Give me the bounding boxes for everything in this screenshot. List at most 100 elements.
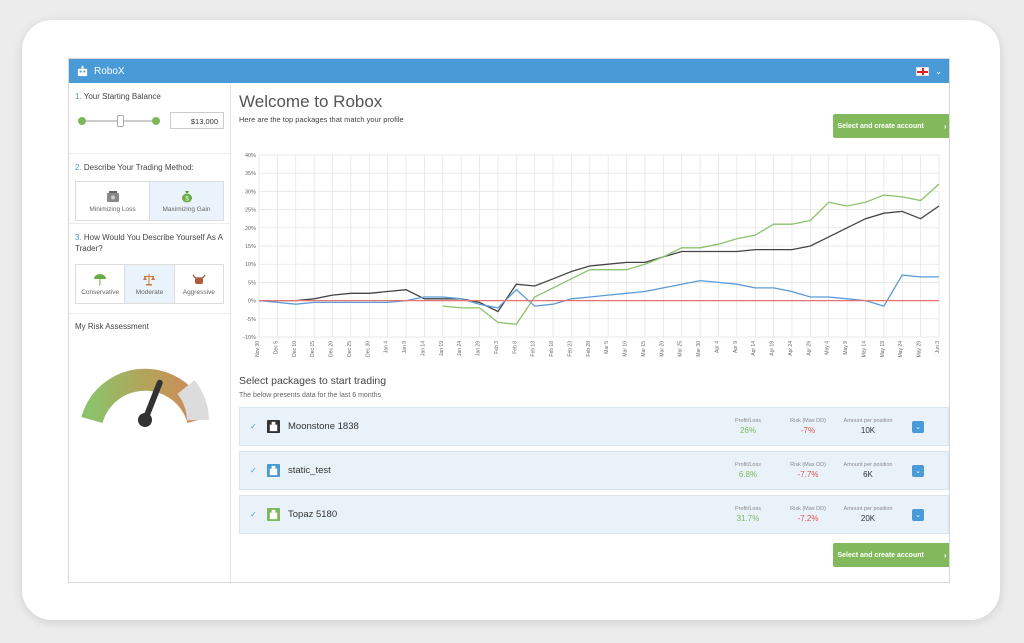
x-tick-label: Feb 13 [531, 341, 537, 357]
risk-assessment-title: My Risk Assessment [75, 322, 149, 331]
select-create-account-button-top[interactable]: Select and create account › [833, 114, 949, 138]
x-tick-label: Dec 15 [310, 341, 316, 357]
trading-method-section: 2. Describe Your Trading Method: Minimiz… [69, 154, 230, 224]
option-moderate[interactable]: Moderate [125, 265, 175, 303]
sidebar: 1. Your Starting Balance $13,000 2. Desc… [69, 83, 231, 582]
checkbox-icon[interactable]: ✓ [250, 510, 257, 519]
x-tick-label: Dec 25 [347, 341, 353, 357]
x-tick-label: Feb 23 [567, 341, 573, 357]
chevron-right-icon: › [943, 121, 947, 131]
x-tick-label: Dec 30 [365, 341, 371, 357]
risk-assessment-section: My Risk Assessment [69, 314, 230, 445]
risk-max-dd: Risk (Max DD) -7.2% [790, 506, 826, 523]
bull-icon [192, 274, 206, 284]
slider-min-dot [78, 116, 86, 125]
x-tick-label: Dec 10 [292, 341, 298, 357]
profit-loss: Profit/Loss 31.7% [735, 506, 761, 523]
top-bar: RoboX ⌄ [69, 59, 949, 83]
amount-per-position: Amount per position 10K [843, 418, 893, 435]
y-tick-label: 20% [245, 226, 256, 232]
gauge-needle [138, 379, 163, 427]
balance-slider[interactable] [78, 114, 160, 127]
chevron-down-icon[interactable]: ⌄ [912, 420, 924, 433]
option-minimizing-loss[interactable]: Minimizing Loss [76, 182, 150, 220]
x-tick-label: May 9 [843, 341, 849, 355]
trader-type-title: 3. How Would You Describe Yourself As A … [75, 233, 223, 253]
safe-icon [106, 190, 119, 202]
robot-icon [267, 508, 280, 521]
x-tick-label: Feb 28 [586, 341, 592, 357]
svg-text:$: $ [185, 196, 189, 202]
section-title: Select packages to start trading [239, 375, 387, 387]
x-tick-label: Jan 19 [439, 341, 445, 356]
y-tick-label: 40% [245, 153, 256, 159]
package-name: Topaz 5180 [288, 509, 338, 520]
x-tick-label: Mar 25 [678, 341, 684, 357]
package-row[interactable]: ✓ Moonstone 1838 Profit/Loss 26% Risk (Max D… [239, 407, 949, 446]
x-tick-label: Jun 3 [935, 341, 941, 353]
x-tick-label: May 29 [917, 341, 923, 358]
risk-gauge [81, 368, 209, 427]
select-create-account-button-bottom[interactable]: Select and create account › [833, 543, 949, 567]
scale-icon [143, 273, 156, 285]
x-tick-label: Mar 20 [659, 341, 665, 357]
option-maximizing-gain[interactable]: $ Maximizing Gain [150, 182, 223, 220]
x-tick-label: Dec 20 [329, 341, 335, 357]
risk-max-dd: Risk (Max DD) -7.7% [790, 462, 826, 479]
x-tick-label: Mar 30 [696, 341, 702, 357]
y-tick-label: 10% [245, 262, 256, 268]
x-tick-label: Nov 30 [255, 341, 261, 357]
option-aggressive[interactable]: Aggressive [175, 265, 223, 303]
package-name: Moonstone 1838 [288, 421, 359, 432]
amount-per-position: Amount per position 20K [843, 506, 893, 523]
x-tick-label: Apr 4 [714, 341, 720, 353]
option-conservative[interactable]: Conservative [76, 265, 126, 303]
chevron-right-icon: › [943, 550, 947, 560]
package-row[interactable]: ✓ static_test Profit/Loss 6.8% Risk (Max DD)… [239, 451, 949, 490]
x-tick-label: Feb 3 [494, 341, 500, 354]
amount-per-position: Amount per position 6K [843, 462, 893, 479]
x-tick-label: Mar 5 [604, 341, 610, 354]
starting-balance-section: 1. Your Starting Balance $13,000 [69, 83, 230, 154]
package-name: static_test [288, 465, 331, 476]
chevron-down-icon[interactable]: ⌄ [912, 464, 924, 477]
y-tick-label: -10% [243, 335, 256, 341]
uk-flag-icon [916, 66, 930, 76]
checkbox-icon[interactable]: ✓ [250, 466, 257, 475]
checkbox-icon[interactable]: ✓ [250, 422, 257, 431]
slider-thumb[interactable] [117, 114, 124, 127]
balance-input[interactable]: $13,000 [169, 112, 224, 129]
x-tick-label: Feb 18 [549, 341, 555, 357]
brand-name: RoboX [94, 65, 125, 77]
x-tick-label: May 14 [861, 341, 867, 358]
starting-balance-title: 1. Your Starting Balance [75, 92, 161, 101]
x-tick-label: May 4 [825, 341, 831, 355]
chevron-down-icon: ⌄ [935, 66, 942, 76]
y-tick-label: -5% [246, 317, 256, 323]
x-tick-label: Jan 24 [457, 341, 463, 356]
profit-loss: Profit/Loss 26% [735, 418, 761, 435]
x-tick-label: May 19 [880, 341, 886, 358]
x-tick-label: Mar 15 [641, 341, 647, 357]
x-tick-label: Jan 4 [384, 341, 390, 353]
x-tick-label: Apr 9 [733, 341, 739, 353]
y-tick-label: 25% [245, 208, 256, 214]
series-line [258, 274, 939, 309]
chevron-down-icon[interactable]: ⌄ [912, 508, 924, 521]
x-tick-label: Apr 24 [788, 341, 794, 356]
section-subtitle: The below presents data for the last 6 m… [239, 392, 382, 399]
y-tick-label: 30% [245, 189, 256, 195]
series-line [259, 205, 940, 313]
language-selector[interactable]: ⌄ [916, 66, 942, 76]
y-tick-label: 35% [245, 171, 256, 177]
app-window: RoboX ⌄ 1. Your Starting Balance $13,000… [68, 58, 950, 583]
x-tick-label: May 24 [898, 341, 904, 358]
x-tick-label: Apr 19 [770, 341, 776, 356]
y-tick-label: 0% [248, 299, 256, 305]
risk-max-dd: Risk (Max DD) -7% [790, 418, 826, 435]
package-row[interactable]: ✓ Topaz 5180 Profit/Loss 31.7% Risk (Max DD)… [239, 495, 949, 534]
x-tick-label: Dec 5 [273, 341, 279, 354]
x-tick-label: Apr 14 [751, 341, 757, 356]
robot-logo-icon [77, 65, 88, 76]
series-line [442, 183, 940, 325]
